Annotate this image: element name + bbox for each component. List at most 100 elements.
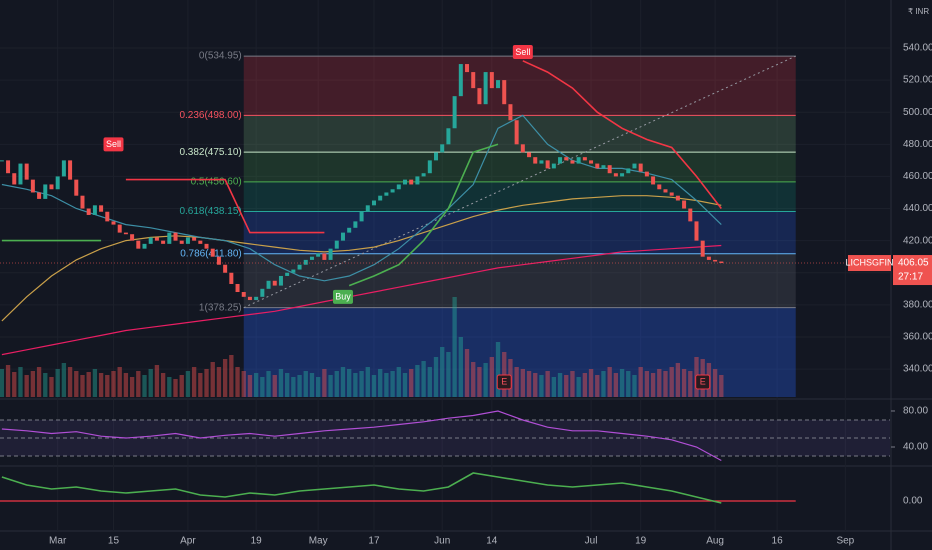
candle xyxy=(123,232,128,235)
candle xyxy=(595,163,600,169)
earnings-marker xyxy=(695,374,711,390)
x-tick-label: Apr xyxy=(180,536,196,547)
candle xyxy=(309,256,314,260)
candle xyxy=(179,240,184,244)
fib-band xyxy=(243,56,796,116)
fib-band xyxy=(243,211,796,254)
candle xyxy=(582,157,587,161)
candle xyxy=(620,173,625,177)
volume-bar xyxy=(291,377,296,397)
fib-trend xyxy=(243,55,796,309)
currency: ₹ INR xyxy=(908,7,929,16)
y-tick-label: 500.00 xyxy=(903,107,932,118)
candle xyxy=(235,283,240,293)
volume-bar xyxy=(595,375,600,397)
candle xyxy=(111,221,116,225)
x-tick-label: 19 xyxy=(635,536,647,547)
x-tick-label: Jun xyxy=(434,536,450,547)
volume-bar xyxy=(458,337,463,397)
volume-bar xyxy=(123,373,129,397)
candle xyxy=(55,176,60,190)
candle xyxy=(365,205,370,212)
volume-bar xyxy=(719,375,724,397)
y-tick-label: 480.00 xyxy=(903,139,932,150)
candle xyxy=(92,205,97,215)
volume-bar xyxy=(328,375,333,397)
candle xyxy=(446,128,451,145)
volume-bar xyxy=(545,371,550,397)
candle xyxy=(558,157,563,164)
volume-bar xyxy=(284,373,290,397)
candle xyxy=(291,269,296,273)
volume-bar xyxy=(272,375,277,397)
volume-bar xyxy=(520,369,526,397)
osc-tick-label: 0.00 xyxy=(903,496,923,507)
candle xyxy=(607,165,612,174)
candle xyxy=(130,234,135,241)
candle xyxy=(452,96,457,129)
candle xyxy=(61,160,66,177)
candle xyxy=(458,64,463,97)
volume-bar xyxy=(148,369,153,397)
volume-bar xyxy=(601,371,606,397)
volume-bar xyxy=(160,373,166,397)
volume-bar xyxy=(564,375,569,397)
candle xyxy=(427,160,432,174)
volume-bar xyxy=(551,377,557,397)
candle xyxy=(192,237,197,241)
volume-bar xyxy=(36,367,42,397)
rsi-tick-label: 80.00 xyxy=(903,406,928,417)
volume-bar xyxy=(384,373,389,397)
signal-box xyxy=(103,137,124,152)
candle xyxy=(545,160,550,169)
signal-label: Sell xyxy=(106,139,121,149)
candle xyxy=(508,104,513,121)
volume-bar xyxy=(191,367,197,397)
candle xyxy=(136,240,141,249)
volume-bar xyxy=(471,362,476,397)
candle xyxy=(285,272,290,276)
volume-bar xyxy=(235,367,240,397)
candle xyxy=(43,184,48,199)
candle xyxy=(378,195,383,201)
volume-bar xyxy=(117,367,122,397)
y-tick-label: 360.00 xyxy=(903,332,932,343)
y-tick-label: 540.00 xyxy=(903,43,932,54)
x-tick-label: 15 xyxy=(108,536,120,547)
volume-bar xyxy=(433,357,439,397)
symbol-label: LICHSGFIN xyxy=(845,257,893,267)
volume-bar xyxy=(260,377,265,397)
volume-bar xyxy=(167,377,172,397)
volume-bar xyxy=(483,363,488,397)
candle xyxy=(148,237,153,244)
candle xyxy=(514,120,519,145)
price-tag xyxy=(893,255,932,286)
candle xyxy=(706,256,711,260)
volume-bar xyxy=(216,367,222,397)
volume-bar xyxy=(495,342,501,397)
volume-bar xyxy=(315,377,321,397)
volume-bar xyxy=(210,362,215,397)
candle xyxy=(185,237,190,244)
volume-bar xyxy=(712,369,718,397)
candle xyxy=(260,288,265,297)
volume-bar xyxy=(92,369,98,397)
earnings-marker xyxy=(496,374,512,390)
volume-bar xyxy=(582,373,588,397)
candle xyxy=(489,72,494,89)
volume-bar xyxy=(539,375,544,397)
candle xyxy=(210,248,215,257)
volume-bar xyxy=(136,371,141,397)
candle xyxy=(359,211,364,222)
candle xyxy=(142,243,147,249)
volume-bar xyxy=(322,369,327,397)
volume-bar xyxy=(514,367,519,397)
candle xyxy=(421,173,426,177)
volume-bar xyxy=(111,371,116,397)
candle xyxy=(477,88,482,105)
volume-bar xyxy=(632,375,637,397)
volume-bar xyxy=(669,367,674,397)
volume-bar xyxy=(105,375,110,397)
oscillator-line xyxy=(1,472,722,504)
